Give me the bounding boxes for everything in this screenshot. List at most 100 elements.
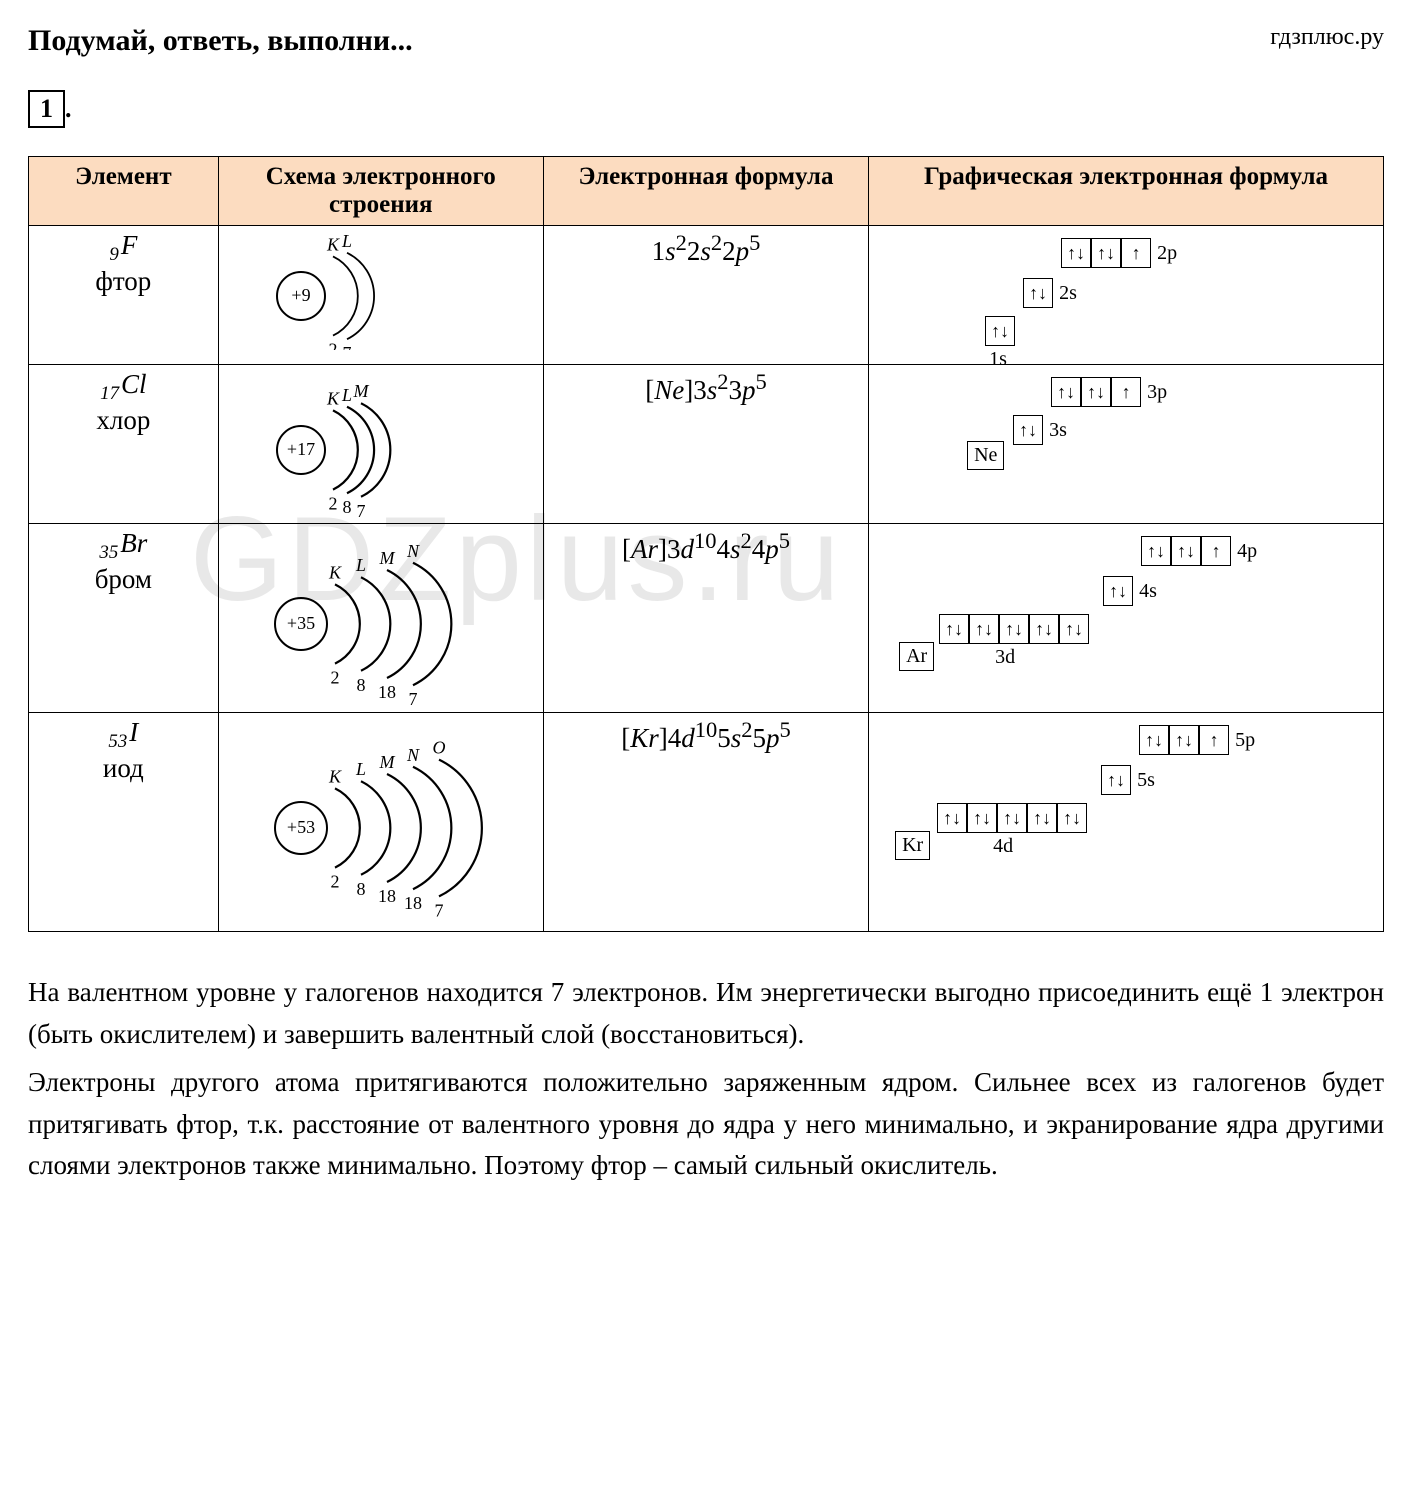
svg-text:7: 7: [408, 689, 417, 708]
header-row: Подумай, ответь, выполни... гдзплюс.ру: [28, 24, 1384, 58]
orbital-diagram: ↑↓1s↑↓2s↑↓↑↓↑2p: [875, 230, 1377, 360]
svg-text:K: K: [326, 234, 340, 254]
shell-diagram: +17 KLM287: [231, 369, 531, 519]
orbital-cell: Kr↑↓↑↓↑↓↑↓↑↓4d↑↓5s↑↓↑↓↑5p: [869, 713, 1384, 932]
th-formula: Электронная формула: [543, 157, 868, 226]
svg-text:N: N: [406, 541, 420, 561]
orbital-box: ↑↓: [1103, 576, 1133, 606]
orbital-box: ↑↓: [1057, 803, 1087, 833]
element-cell: 35Br бром: [29, 524, 219, 713]
orbital-box: ↑↓: [939, 614, 969, 644]
shell-diagram: +53 KLMNO2818187: [231, 717, 531, 927]
structure-cell: +9 KL27: [218, 226, 543, 365]
explanation-block: На валентном уровне у галогенов находитс…: [28, 972, 1384, 1187]
orbital-diagram: Ne↑↓3s↑↓↑↓↑3p: [875, 369, 1377, 489]
svg-text:+35: +35: [287, 613, 315, 633]
formula-cell: 1s22s22p5: [543, 226, 868, 365]
svg-text:M: M: [378, 752, 395, 772]
orbital-box: ↑↓: [969, 614, 999, 644]
svg-text:18: 18: [378, 886, 396, 906]
orbital-box: ↑: [1121, 238, 1151, 268]
element-symbol: 35Br: [99, 528, 147, 558]
svg-text:K: K: [328, 562, 342, 582]
orbital-label: 5s: [1137, 769, 1155, 792]
orbital-box: ↑↓: [1171, 536, 1201, 566]
svg-text:2: 2: [328, 340, 337, 350]
svg-text:7: 7: [434, 900, 443, 920]
question-number-wrap: 1.: [28, 90, 1384, 128]
orbital-label: 4p: [1237, 540, 1257, 563]
orbital-box: ↑↓: [997, 803, 1027, 833]
core-box: Ar: [899, 642, 934, 671]
orbital-box: ↑↓: [1059, 614, 1089, 644]
orbital-row: ↑↓ 3s: [1013, 415, 1067, 445]
orbital-label: 4s: [1139, 580, 1157, 603]
orbital-box: ↑↓: [1139, 725, 1169, 755]
orbital-box: ↑: [1111, 377, 1141, 407]
orbital-box: ↑: [1201, 536, 1231, 566]
orbital-box: ↑↓: [1051, 377, 1081, 407]
svg-text:+53: +53: [287, 817, 315, 837]
orbital-row: ↑↓↑↓↑3p: [1051, 377, 1167, 407]
site-label: гдзплюс.ру: [1270, 24, 1384, 51]
svg-text:2: 2: [328, 494, 337, 514]
orbital-row: ↑↓↑↓↑5p: [1139, 725, 1255, 755]
element-name: бром: [95, 564, 152, 594]
orbital-label: 3d: [995, 646, 1015, 669]
orbital-box: ↑↓: [1029, 614, 1059, 644]
table-row: 53Iиод +53 KLMNO2818187 [Kr]4d105s25p5Kr…: [29, 713, 1384, 932]
orbital-box: ↑↓: [1141, 536, 1171, 566]
orbital-row: ↑↓↑↓↑4p: [1141, 536, 1257, 566]
th-graphical: Графическая электронная формула: [869, 157, 1384, 226]
orbital-row: ↑↓ 5s: [1101, 765, 1155, 795]
orbital-row: ↑↓: [985, 316, 1015, 346]
orbital-row: ↑↓↑↓↑2p: [1061, 238, 1177, 268]
orbital-box: ↑↓: [1027, 803, 1057, 833]
th-structure: Схема электронного строения: [218, 157, 543, 226]
formula-cell: [Kr]4d105s25p5: [543, 713, 868, 932]
element-cell: 9F фтор: [29, 226, 219, 365]
element-cell: 53Iиод: [29, 713, 219, 932]
svg-text:N: N: [406, 745, 420, 765]
orbital-box: ↑↓: [999, 614, 1029, 644]
element-symbol: 17Cl: [100, 369, 146, 399]
svg-text:L: L: [355, 759, 366, 779]
orbital-row: ↑↓↑↓↑↓↑↓↑↓: [937, 803, 1087, 833]
structure-cell: +53 KLMNO2818187: [218, 713, 543, 932]
svg-text:18: 18: [378, 682, 396, 702]
element-symbol: 9F: [109, 230, 137, 260]
orbital-cell: Ne↑↓3s↑↓↑↓↑3p: [869, 365, 1384, 524]
orbital-label: 3s: [1049, 419, 1067, 442]
svg-text:+17: +17: [287, 439, 315, 459]
orbital-row: ↑↓ 4s: [1103, 576, 1157, 606]
orbital-label: 1s: [989, 348, 1007, 371]
svg-text:K: K: [328, 766, 342, 786]
orbital-box: ↑↓: [1013, 415, 1043, 445]
core-box: Ne: [967, 441, 1004, 470]
structure-cell: +17 KLM287: [218, 365, 543, 524]
svg-text:L: L: [355, 555, 366, 575]
element-symbol: 53I: [108, 717, 138, 747]
orbital-box: ↑↓: [1101, 765, 1131, 795]
orbital-box: ↑↓: [1091, 238, 1121, 268]
table-row: 17Clхлор +17 KLM287 [Ne]3s23p5Ne↑↓3s↑↓↑↓…: [29, 365, 1384, 524]
orbital-diagram: Kr↑↓↑↓↑↓↑↓↑↓4d↑↓5s↑↓↑↓↑5p: [875, 717, 1377, 877]
paragraph-1: На валентном уровне у галогенов находитс…: [28, 972, 1384, 1056]
svg-text:8: 8: [356, 675, 365, 695]
orbital-box: ↑↓: [985, 316, 1015, 346]
orbital-box: ↑↓: [1169, 725, 1199, 755]
svg-text:7: 7: [342, 343, 351, 350]
table-row: 35Brбром +35 KLMN28187 [Ar]3d104s24p5Ar↑…: [29, 524, 1384, 713]
th-element: Элемент: [29, 157, 219, 226]
orbital-diagram: Ar↑↓↑↓↑↓↑↓↑↓3d↑↓4s↑↓↑↓↑4p: [875, 528, 1377, 688]
svg-text:M: M: [378, 548, 395, 568]
orbital-label: 4d: [993, 835, 1013, 858]
orbital-label: 5p: [1235, 729, 1255, 752]
svg-text:2: 2: [330, 668, 339, 688]
paragraph-2: Электроны другого атома притягиваются по…: [28, 1062, 1384, 1188]
page-title: Подумай, ответь, выполни...: [28, 24, 413, 58]
orbital-label: 3p: [1147, 381, 1167, 404]
structure-cell: +35 KLMN 28 18 7: [218, 524, 543, 713]
element-name: фтор: [95, 266, 151, 296]
element-name: хлор: [96, 405, 150, 435]
